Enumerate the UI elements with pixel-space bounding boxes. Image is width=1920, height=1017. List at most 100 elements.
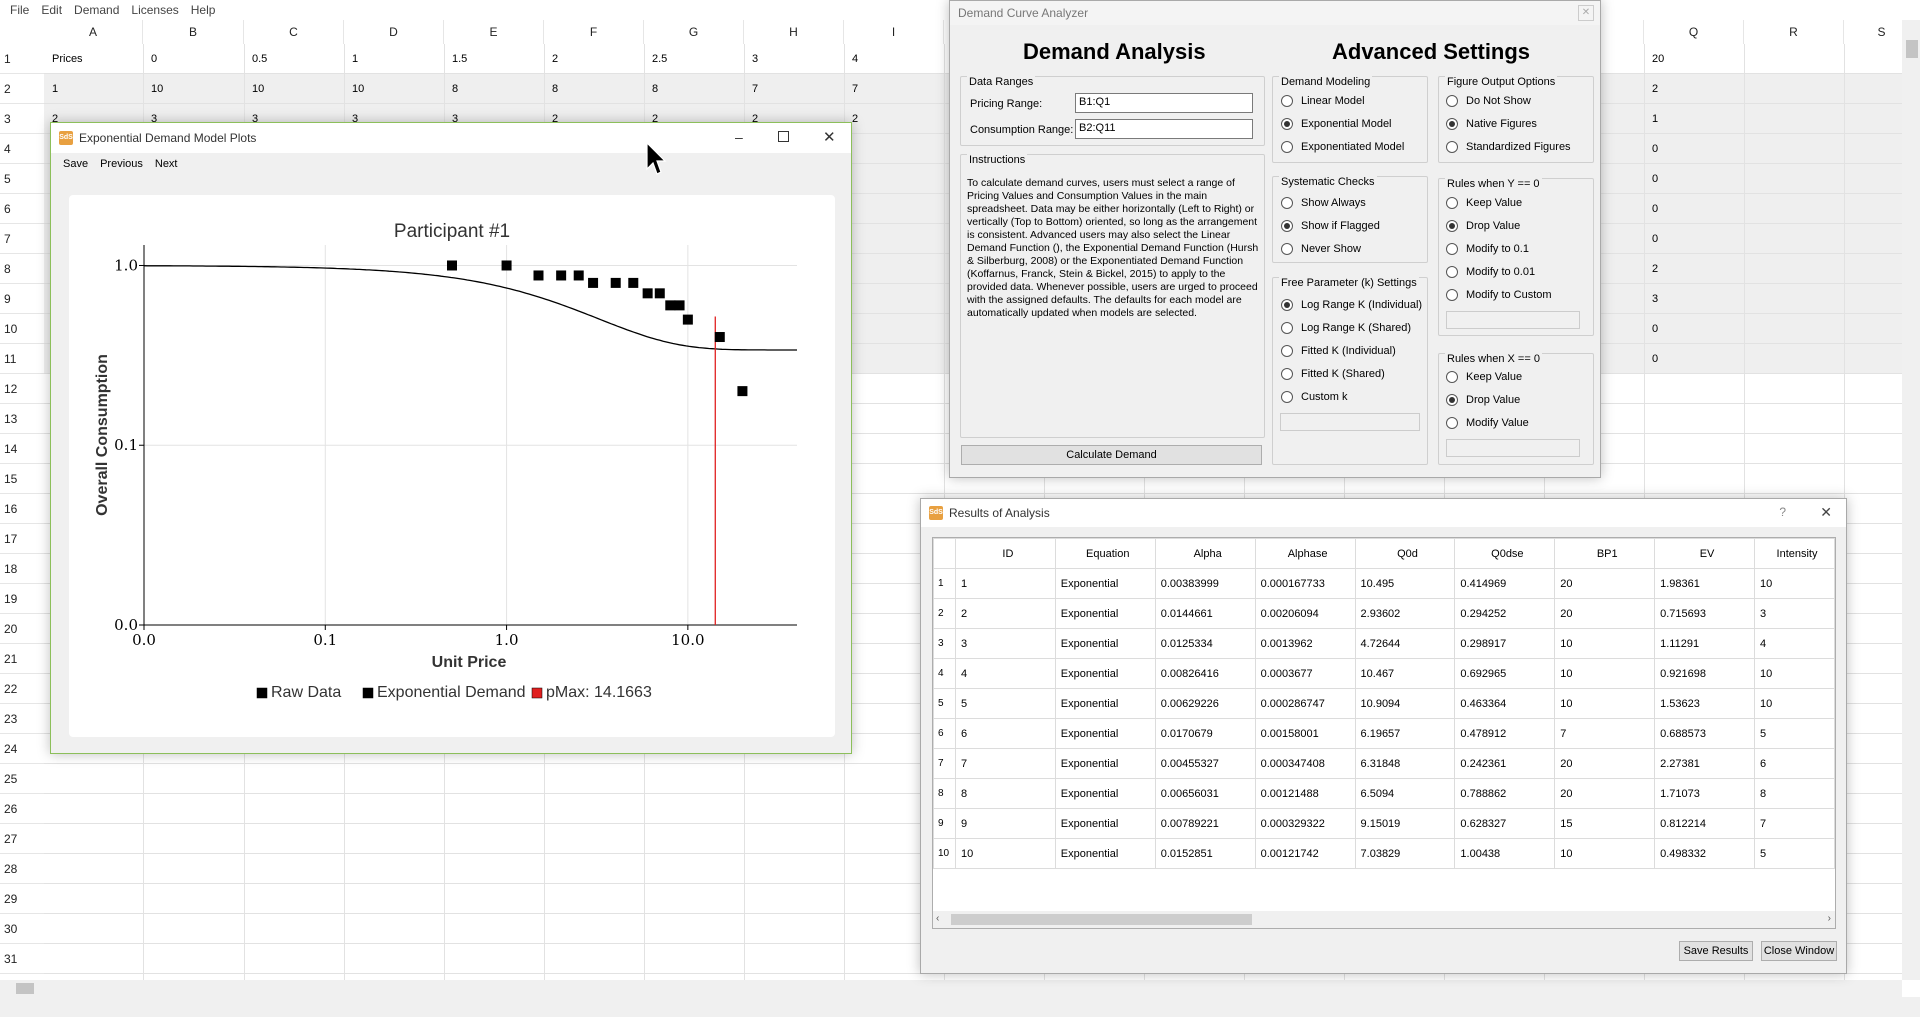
table-cell[interactable]: 7: [954, 748, 1056, 779]
row-header[interactable]: 12: [0, 374, 44, 404]
table-cell[interactable]: 10.495: [1354, 568, 1456, 599]
table-cell[interactable]: 0.00206094: [1254, 598, 1356, 629]
radio-button-icon[interactable]: [1281, 391, 1293, 403]
table-cell[interactable]: 0.478912: [1454, 718, 1556, 749]
column-header[interactable]: A: [44, 20, 143, 44]
sheet-cell[interactable]: 8: [552, 83, 559, 95]
column-header[interactable]: Q0dse: [1454, 538, 1556, 569]
table-cell[interactable]: 3: [1754, 598, 1835, 629]
sheet-cell[interactable]: 3: [752, 53, 759, 65]
radio-option[interactable]: Exponential Model: [1281, 118, 1392, 130]
save-results-button[interactable]: Save Results: [1679, 941, 1753, 961]
table-cell[interactable]: Exponential: [1054, 778, 1156, 809]
radio-button-icon[interactable]: [1446, 197, 1458, 209]
table-cell[interactable]: 0.628327: [1454, 808, 1556, 839]
table-cell[interactable]: 0.00121488: [1254, 778, 1356, 809]
table-cell[interactable]: 1.53623: [1654, 688, 1756, 719]
table-cell[interactable]: 0.812214: [1654, 808, 1756, 839]
sheet-cell[interactable]: 8: [652, 83, 659, 95]
table-cell[interactable]: 1: [954, 568, 1056, 599]
radio-button-icon[interactable]: [1446, 289, 1458, 301]
row-header[interactable]: 17: [0, 524, 44, 554]
menu-licenses[interactable]: Licenses: [131, 3, 179, 17]
sheet-cell[interactable]: 8: [452, 83, 459, 95]
maximize-icon[interactable]: [778, 131, 789, 142]
table-cell[interactable]: 5: [1754, 718, 1835, 749]
radio-button-icon[interactable]: [1446, 394, 1458, 406]
custom-k-input[interactable]: [1280, 413, 1420, 431]
radio-option[interactable]: Drop Value: [1446, 220, 1520, 232]
table-cell[interactable]: Exponential: [1054, 808, 1156, 839]
custom-y-input[interactable]: [1446, 311, 1580, 329]
table-cell[interactable]: 0.000329322: [1254, 808, 1356, 839]
table-cell[interactable]: 6.19657: [1354, 718, 1456, 749]
radio-option[interactable]: Keep Value: [1446, 371, 1522, 383]
table-cell[interactable]: 0.414969: [1454, 568, 1556, 599]
sheet-cell[interactable]: 0.5: [252, 53, 268, 65]
sheet-cell[interactable]: 0: [1652, 173, 1659, 185]
radio-option[interactable]: Do Not Show: [1446, 95, 1531, 107]
table-cell[interactable]: 0.788862: [1454, 778, 1556, 809]
table-cell[interactable]: 1.71073: [1654, 778, 1756, 809]
row-header[interactable]: 6: [0, 194, 44, 224]
column-header[interactable]: BP1: [1554, 538, 1656, 569]
minimize-icon[interactable]: –: [735, 129, 743, 145]
sheet-cell[interactable]: 2: [552, 113, 559, 125]
table-row[interactable]: 7 7 Exponential 0.00455327 0.000347408 6.3184…: [933, 748, 1835, 779]
column-header[interactable]: C: [244, 20, 344, 44]
sheet-cell[interactable]: 1: [352, 53, 359, 65]
table-cell[interactable]: 0.298917: [1454, 628, 1556, 659]
table-cell[interactable]: 0.692965: [1454, 658, 1556, 689]
column-header[interactable]: Q: [1644, 20, 1744, 44]
sheet-cell[interactable]: 7: [852, 83, 859, 95]
table-cell[interactable]: 0.00629226: [1154, 688, 1256, 719]
column-header[interactable]: ID: [954, 538, 1056, 569]
table-cell[interactable]: Exponential: [1054, 748, 1156, 779]
column-header[interactable]: F: [544, 20, 644, 44]
row-header[interactable]: 30: [0, 914, 44, 944]
table-cell[interactable]: Exponential: [1054, 598, 1156, 629]
radio-button-icon[interactable]: [1281, 368, 1293, 380]
scroll-right-icon[interactable]: ›: [1827, 913, 1831, 924]
pricing-range-input[interactable]: B1:Q1: [1075, 93, 1253, 113]
scroll-thumb[interactable]: [16, 983, 34, 994]
column-header[interactable]: EV: [1654, 538, 1756, 569]
table-cell[interactable]: 0.242361: [1454, 748, 1556, 779]
radio-button-icon[interactable]: [1446, 95, 1458, 107]
table-row[interactable]: 6 6 Exponential 0.0170679 0.00158001 6.19657 0…: [933, 718, 1835, 749]
sheet-cell[interactable]: 0: [151, 53, 158, 65]
table-cell[interactable]: 1.98361: [1654, 568, 1756, 599]
close-icon[interactable]: ✕: [823, 129, 836, 146]
table-cell[interactable]: 6.31848: [1354, 748, 1456, 779]
sheet-cell[interactable]: 4: [852, 53, 859, 65]
radio-option[interactable]: Modify to 0.01: [1446, 266, 1535, 278]
radio-option[interactable]: Standardized Figures: [1446, 141, 1571, 153]
row-header[interactable]: 23: [0, 704, 44, 734]
sheet-cell[interactable]: 1.5: [452, 53, 468, 65]
table-cell[interactable]: 20: [1554, 568, 1656, 599]
table-cell[interactable]: 7: [1754, 808, 1835, 839]
row-header[interactable]: 22: [0, 674, 44, 704]
table-hscroll[interactable]: ‹ ›: [933, 911, 1835, 928]
column-header[interactable]: Alpha: [1154, 538, 1256, 569]
table-row[interactable]: 5 5 Exponential 0.00629226 0.000286747 10.909…: [933, 688, 1835, 719]
table-cell[interactable]: 10: [1554, 838, 1656, 869]
calculate-demand-button[interactable]: Calculate Demand: [961, 445, 1262, 465]
table-cell[interactable]: 20: [1554, 778, 1656, 809]
radio-button-icon[interactable]: [1446, 141, 1458, 153]
table-cell[interactable]: 0.0144661: [1154, 598, 1256, 629]
table-cell[interactable]: 0.0003677: [1254, 658, 1356, 689]
table-cell[interactable]: 20: [1554, 748, 1656, 779]
table-cell[interactable]: 0.0013962: [1254, 628, 1356, 659]
radio-button-icon[interactable]: [1281, 197, 1293, 209]
column-header[interactable]: [1544, 20, 1644, 44]
sheet-cell[interactable]: 0: [1652, 143, 1659, 155]
row-header[interactable]: 25: [0, 764, 44, 794]
column-header[interactable]: Alphase: [1254, 538, 1356, 569]
table-cell[interactable]: 1.11291: [1654, 628, 1756, 659]
table-cell[interactable]: 5: [954, 688, 1056, 719]
table-cell[interactable]: Exponential: [1054, 718, 1156, 749]
table-cell[interactable]: 0.715693: [1654, 598, 1756, 629]
radio-button-icon[interactable]: [1281, 345, 1293, 357]
row-header[interactable]: 2: [0, 74, 44, 104]
